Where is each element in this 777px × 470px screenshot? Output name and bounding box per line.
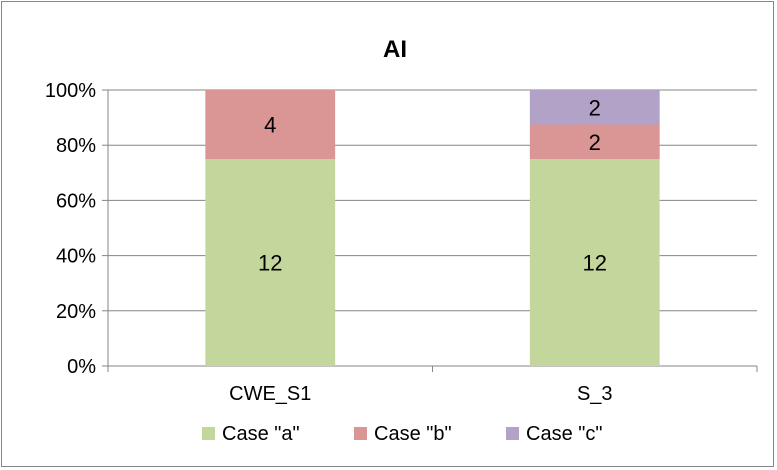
data-label: 4 <box>264 113 276 138</box>
legend-label: Case "a" <box>222 423 300 445</box>
data-label: 12 <box>583 251 607 276</box>
y-tick-label: 0% <box>67 356 96 378</box>
data-label: 2 <box>589 95 601 120</box>
y-tick-label: 60% <box>56 190 96 212</box>
data-label: 12 <box>258 251 282 276</box>
legend-swatch <box>202 427 215 440</box>
data-labels: 12 4 12 2 2 <box>258 95 607 275</box>
bars <box>205 90 660 366</box>
y-tick-label: 100% <box>45 80 96 102</box>
legend-label: Case "c" <box>526 423 602 445</box>
bar-segment <box>529 124 660 159</box>
x-tick-label: CWE_S1 <box>229 383 311 405</box>
legend: Case "a" Case "b" Case "c" <box>202 423 602 445</box>
legend-swatch <box>354 427 367 440</box>
bar-segment <box>205 159 336 366</box>
data-label: 2 <box>589 130 601 155</box>
y-tick-label: 80% <box>56 135 96 157</box>
y-tick-label: 40% <box>56 246 96 268</box>
axes: 0% 20% 40% 60% 80% 100% CWE_S1 S_3 <box>45 80 758 405</box>
bar-segment <box>529 159 660 366</box>
x-tick-label: S_3 <box>577 383 613 405</box>
chart-title: AI <box>383 36 407 63</box>
y-tick-label: 20% <box>56 301 96 323</box>
legend-swatch <box>506 427 519 440</box>
legend-label: Case "b" <box>374 423 452 445</box>
bar-segment <box>529 90 660 125</box>
bar-segment <box>205 90 336 159</box>
